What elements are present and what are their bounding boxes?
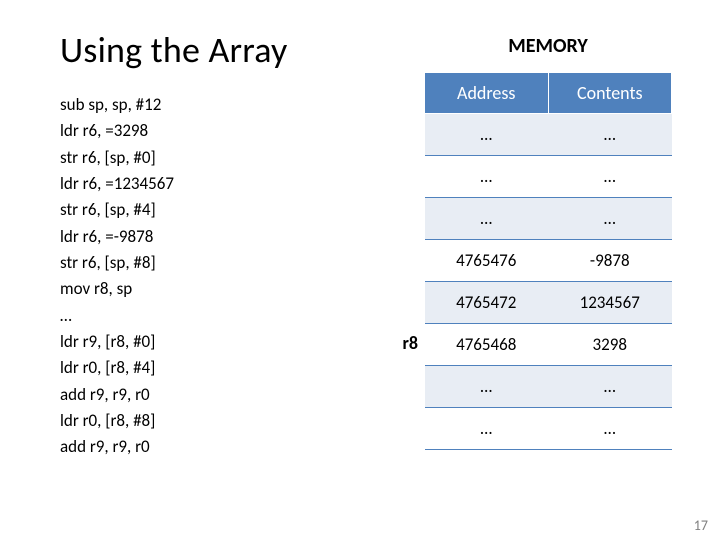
memory-title: MEMORY [424, 28, 672, 64]
table-header-row: Address Contents [425, 73, 672, 114]
cell-address: 4765472 [425, 282, 549, 324]
memory-panel: MEMORY r8 Address [350, 28, 672, 450]
code-line: ldr r0, [r8, #4] [60, 355, 350, 381]
code-line: ldr r6, =3298 [60, 118, 350, 144]
cell-address: … [425, 156, 549, 198]
pointer-cell [384, 238, 418, 280]
cell-contents: … [548, 366, 672, 408]
table-row: 4765472 1234567 [425, 282, 672, 324]
table-row: … … [425, 198, 672, 240]
cell-address: … [425, 408, 549, 450]
pointer-cell [384, 406, 418, 448]
cell-contents: … [548, 114, 672, 156]
table-row: … … [425, 366, 672, 408]
code-line: str r6, [sp, #8] [60, 250, 350, 276]
code-line: str r6, [sp, #0] [60, 145, 350, 171]
cell-contents: 1234567 [548, 282, 672, 324]
code-line: add r9, r9, r0 [60, 434, 350, 460]
table-row: … … [425, 408, 672, 450]
cell-contents: 3298 [548, 324, 672, 366]
code-line: ldr r9, [r8, #0] [60, 329, 350, 355]
cell-address: 4765476 [425, 240, 549, 282]
table-row: 4765476 -9878 [425, 240, 672, 282]
cell-contents: … [548, 198, 672, 240]
cell-address: … [425, 114, 549, 156]
content-row: sub sp, sp, #12 ldr r6, =3298 str r6, [s… [60, 90, 672, 461]
cell-address: … [425, 366, 549, 408]
cell-contents: -9878 [548, 240, 672, 282]
memory-table-wrap: r8 Address Contents … … [384, 72, 672, 450]
slide: Using the Array sub sp, sp, #12 ldr r6, … [0, 0, 720, 540]
code-line: ldr r0, [r8, #8] [60, 408, 350, 434]
cell-contents: … [548, 156, 672, 198]
table-row: … … [425, 156, 672, 198]
code-line: add r9, r9, r0 [60, 382, 350, 408]
pointer-cell [384, 196, 418, 238]
pointer-cell [384, 112, 418, 154]
pointer-column: r8 [384, 72, 424, 448]
cell-contents: … [548, 408, 672, 450]
table-row: … … [425, 114, 672, 156]
cell-address: … [425, 198, 549, 240]
table-row: 4765468 3298 [425, 324, 672, 366]
col-address: Address [425, 73, 549, 114]
memory-table: Address Contents … … … … [424, 72, 672, 450]
assembly-code-block: sub sp, sp, #12 ldr r6, =3298 str r6, [s… [60, 90, 350, 461]
pointer-cell [384, 364, 418, 406]
pointer-cell [384, 280, 418, 322]
code-line: sub sp, sp, #12 [60, 92, 350, 118]
slide-number: 17 [694, 517, 708, 534]
code-line: … [60, 303, 350, 329]
cell-address: 4765468 [425, 324, 549, 366]
code-line: mov r8, sp [60, 276, 350, 302]
code-line: str r6, [sp, #4] [60, 197, 350, 223]
col-contents: Contents [548, 73, 672, 114]
pointer-cell: r8 [384, 322, 418, 364]
code-line: ldr r6, =-9878 [60, 224, 350, 250]
pointer-cell [384, 154, 418, 196]
code-line: ldr r6, =1234567 [60, 171, 350, 197]
